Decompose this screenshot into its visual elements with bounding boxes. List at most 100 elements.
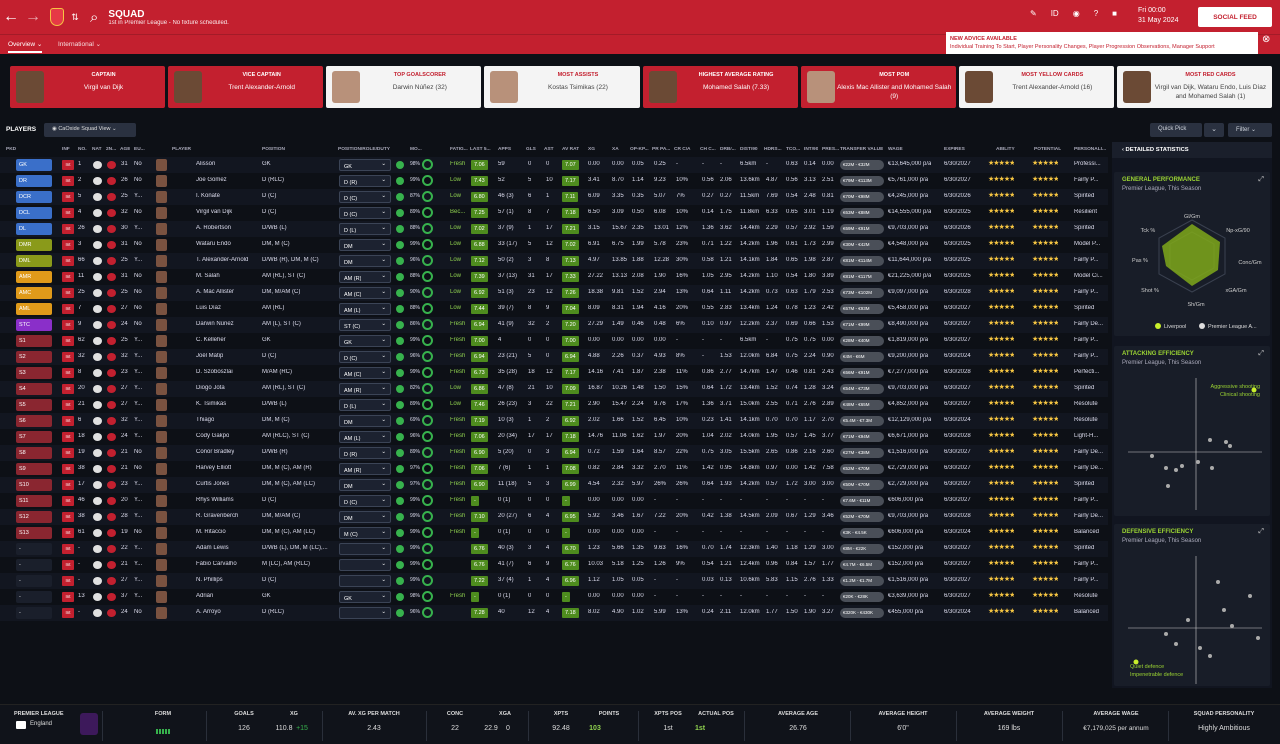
column-header[interactable]: TRANSFER VALUE	[840, 147, 884, 152]
player-name[interactable]: A. Arroyo	[196, 609, 221, 615]
role-dropdown[interactable]: D (C) ⌄	[339, 207, 391, 219]
selection-position[interactable]: DMR	[16, 239, 52, 251]
column-header[interactable]: TCO...	[786, 147, 801, 152]
interaction-badge[interactable]: Int	[62, 288, 74, 298]
close-icon[interactable]: ⊗	[1262, 34, 1271, 45]
interaction-badge[interactable]: Int	[62, 240, 74, 250]
card-highest-rating[interactable]: HIGHEST AVERAGE RATING Mohamed Salah (7.3…	[642, 66, 798, 108]
selection-position[interactable]: DCL	[16, 207, 52, 219]
club-switch-icon[interactable]: ⇅	[71, 11, 79, 22]
role-dropdown[interactable]: ⌄	[339, 607, 391, 619]
interaction-badge[interactable]: Int	[62, 176, 74, 186]
interaction-badge[interactable]: Int	[62, 480, 74, 490]
squad-view-dropdown[interactable]: ◉ CaOxide Squad View ⌄	[44, 123, 136, 137]
role-dropdown[interactable]: DM ⌄	[339, 415, 391, 427]
column-header[interactable]: DIST/90	[740, 147, 758, 152]
interaction-badge[interactable]: Int	[62, 560, 74, 570]
table-row[interactable]: S9 Int 38 21 No Harvey Elliott DM, M (C), AM (…	[0, 461, 1108, 477]
column-header[interactable]: CH C...	[700, 147, 716, 152]
table-row[interactable]: S6 Int 6 32 Y... Thiago DM, M (C) DM ⌄ 69% Fresh 7.…	[0, 413, 1108, 429]
table-row[interactable]: S4 Int 20 27 Y... Diogo Jota AM (RL), ST (C) AM…	[0, 381, 1108, 397]
table-row[interactable]: S8 Int 19 21 No Conor Bradley D/WB (R) D (R) ⌄ 89…	[0, 445, 1108, 461]
tab-overview[interactable]: Overview ⌄	[8, 40, 43, 53]
expand-icon[interactable]: ⤢	[1258, 528, 1264, 535]
side-header[interactable]: ‹ DETAILED STATISTICS	[1112, 142, 1272, 158]
player-name[interactable]: A. Mac Allister	[196, 289, 235, 295]
role-dropdown[interactable]: D (C) ⌄	[339, 495, 391, 507]
role-dropdown[interactable]: GK ⌄	[339, 335, 391, 347]
back-icon[interactable]: ←	[3, 8, 19, 25]
selection-position[interactable]: AMR	[16, 271, 52, 283]
selection-position[interactable]: -	[16, 607, 52, 619]
card-most-pom[interactable]: MOST POM Alexis Mac Allister and Mohamed …	[800, 66, 956, 108]
selection-position[interactable]: DR	[16, 175, 52, 187]
expand-icon[interactable]: ⤢	[1258, 350, 1264, 357]
selection-position[interactable]: DCR	[16, 191, 52, 203]
table-row[interactable]: S7 Int 18 24 Y... Cody Gakpo AM (RLC), ST (C) A…	[0, 429, 1108, 445]
interaction-badge[interactable]: Int	[62, 272, 74, 282]
table-row[interactable]: S13 Int 61 19 No M. Ritaccio DM, M (C), AM (LC…	[0, 525, 1108, 541]
selection-position[interactable]: DML	[16, 255, 52, 267]
column-header[interactable]: HDRS...	[764, 147, 782, 152]
interaction-badge[interactable]: Int	[62, 576, 74, 586]
social-feed-button[interactable]: SOCIAL FEED	[1198, 7, 1272, 27]
player-name[interactable]: A. Robertson	[196, 225, 232, 231]
table-row[interactable]: AML Int 7 27 No Luis Díaz AM (RL) AM (L) ⌄ 88% Low…	[0, 301, 1108, 317]
selection-position[interactable]: S11	[16, 495, 52, 507]
interaction-badge[interactable]: Int	[62, 592, 74, 602]
selection-position[interactable]: GK	[16, 159, 52, 171]
card-captain[interactable]: CAPTAIN Virgil van Dijk	[10, 66, 166, 108]
role-dropdown[interactable]: AM (L) ⌄	[339, 303, 391, 315]
table-row[interactable]: S10 Int 17 23 Y... Curtis Jones DM, M (C), AM …	[0, 477, 1108, 493]
player-name[interactable]: R. Gravenberch	[196, 513, 239, 519]
interaction-badge[interactable]: Int	[62, 352, 74, 362]
card-top-goalscorer[interactable]: TOP GOALSCORER Darwin Núñez (32)	[326, 66, 482, 108]
interaction-badge[interactable]: Int	[62, 416, 74, 426]
player-name[interactable]: C. Kelleher	[196, 337, 226, 343]
column-header[interactable]: PERSONALI...	[1074, 147, 1106, 152]
role-dropdown[interactable]: D (C) ⌄	[339, 191, 391, 203]
forward-icon[interactable]: →	[25, 8, 41, 25]
selection-position[interactable]: S4	[16, 383, 52, 395]
table-row[interactable]: DL Int 26 30 Y... A. Robertson D/WB (L) D (L) ⌄ 8…	[0, 221, 1108, 237]
help-icon[interactable]: ?	[1093, 9, 1099, 18]
interaction-badge[interactable]: Int	[62, 512, 74, 522]
player-name[interactable]: Alisson	[196, 161, 216, 167]
selection-position[interactable]: -	[16, 543, 52, 555]
role-dropdown[interactable]: GK ⌄	[339, 159, 391, 171]
player-name[interactable]: D. Szoboszlai	[196, 369, 233, 375]
column-header[interactable]: PLAYER	[172, 147, 192, 152]
selection-position[interactable]: AML	[16, 303, 52, 315]
search-icon[interactable]: ⌕	[90, 8, 99, 26]
column-header[interactable]: PR PA...	[652, 147, 671, 152]
card-most-red-cards[interactable]: MOST RED CARDS Virgil van Dijk, Wataru En…	[1116, 66, 1272, 108]
column-header[interactable]: GLS	[526, 147, 536, 152]
club-crest[interactable]	[50, 8, 64, 26]
column-header[interactable]: AGE	[120, 147, 131, 152]
column-header[interactable]: XA	[612, 147, 619, 152]
table-row[interactable]: DCR Int 5 25 Y... I. Konaté D (C) D (C) ⌄ 87% Low 6…	[0, 189, 1108, 205]
selection-position[interactable]: S8	[16, 447, 52, 459]
table-row[interactable]: STC Int 9 24 No Darwin Núñez AM (L), ST (C) ST …	[0, 317, 1108, 333]
column-header[interactable]: POSITION/ROLE/DUTY	[338, 147, 390, 152]
selection-position[interactable]: AMC	[16, 287, 52, 299]
role-dropdown[interactable]: AM (R) ⌄	[339, 271, 391, 283]
interaction-badge[interactable]: Int	[62, 400, 74, 410]
selection-position[interactable]: S1	[16, 335, 52, 347]
role-dropdown[interactable]: D (C) ⌄	[339, 351, 391, 363]
interaction-badge[interactable]: Int	[62, 496, 74, 506]
column-header[interactable]: NAT	[92, 147, 102, 152]
selection-position[interactable]: -	[16, 559, 52, 571]
selection-position[interactable]: -	[16, 591, 52, 603]
role-dropdown[interactable]: AM (R) ⌄	[339, 463, 391, 475]
player-name[interactable]: M. Salah	[196, 273, 220, 279]
selection-position[interactable]: S6	[16, 415, 52, 427]
column-header[interactable]: CR C/A	[674, 147, 691, 152]
column-header[interactable]: FATIG...	[450, 147, 468, 152]
column-header[interactable]: WAGE	[888, 147, 903, 152]
player-name[interactable]: Joe Gomez	[196, 177, 227, 183]
column-header[interactable]: LAST 5...	[470, 147, 491, 152]
column-header[interactable]: XG	[588, 147, 595, 152]
column-header[interactable]: OP-KP...	[630, 147, 649, 152]
column-header[interactable]: ABILITY	[996, 147, 1015, 152]
